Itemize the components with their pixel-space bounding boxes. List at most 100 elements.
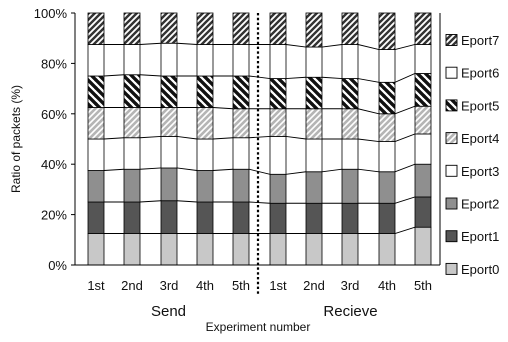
y-tick-label: 0% (48, 258, 67, 273)
bar-segment-eport2 (232, 168, 250, 203)
bar-segment-eport2 (305, 171, 323, 204)
bar-segment-eport6 (378, 49, 396, 83)
y-axis-label: Ratio of packets (%) (9, 85, 23, 193)
bar-segment-eport3 (305, 138, 323, 173)
bar-stack (269, 12, 287, 266)
bar-segment-eport1 (341, 202, 359, 234)
bar-segment-eport4 (269, 108, 287, 137)
bar-stack (160, 12, 178, 266)
x-tick-label: 1st (269, 278, 287, 293)
bar-stack (196, 12, 214, 266)
bar-segment-eport3 (87, 138, 105, 171)
bar-stack (414, 12, 432, 266)
x-tick-label: 1st (87, 278, 105, 293)
bar-segment-eport1 (305, 202, 323, 234)
bar-stack (87, 12, 105, 266)
bar-segment-eport6 (123, 44, 141, 76)
bar-segment-eport6 (414, 44, 432, 74)
bar-segment-eport2 (123, 168, 141, 203)
legend-label-eport6: Eport6 (461, 66, 499, 81)
x-tick-label: 2nd (121, 278, 143, 293)
bar-segment-eport0 (87, 233, 105, 266)
bar-segment-eport1 (87, 201, 105, 234)
bar-segment-eport0 (414, 226, 432, 266)
legend-swatch-eport4 (445, 132, 458, 145)
bar-segment-eport5 (378, 81, 396, 115)
bar-stack (232, 12, 250, 266)
bar-segment-eport5 (414, 73, 432, 107)
legend-label-eport7: Eport7 (461, 33, 499, 48)
bar-segment-eport1 (160, 200, 178, 234)
bar-segment-eport1 (378, 202, 396, 234)
boundary-line-eport0 (88, 226, 431, 234)
bar-segment-eport5 (196, 75, 214, 108)
x-tick-label: 2nd (303, 278, 325, 293)
bar-segment-eport7 (378, 12, 396, 50)
bar-segment-eport3 (232, 137, 250, 170)
group-label-send: Send (151, 303, 186, 320)
bar-segment-eport7 (160, 12, 178, 44)
group-labels: Send Recieve (151, 303, 378, 320)
bar-segment-eport0 (196, 233, 214, 266)
bar-segment-eport3 (414, 133, 432, 165)
bar-segment-eport3 (196, 138, 214, 171)
legend-label-eport0: Eport0 (461, 262, 499, 277)
bar-stack (341, 12, 359, 266)
bar-segment-eport3 (269, 136, 287, 175)
bar-segment-eport6 (341, 44, 359, 79)
bar-segment-eport1 (232, 201, 250, 234)
legend: Eport7 Eport6 Eport5 Eport4 Eport3 Eport2 Epor… (445, 33, 499, 277)
bar-segment-eport2 (341, 168, 359, 204)
y-tick-label: 40% (41, 157, 67, 172)
boundary-line-eport2 (88, 163, 431, 175)
x-tick-label: 4th (196, 278, 214, 293)
bar-segment-eport6 (305, 46, 323, 78)
y-tick-label: 20% (41, 208, 67, 223)
bar-segment-eport3 (378, 141, 396, 173)
bar-segment-eport2 (160, 167, 178, 202)
boundary-line-eport3 (88, 133, 431, 142)
x-tick-label: 3rd (160, 278, 179, 293)
bar-segment-eport2 (87, 170, 105, 203)
bar-segment-eport6 (160, 42, 178, 77)
x-tick-label: 5th (414, 278, 432, 293)
x-tick-label: 4th (378, 278, 396, 293)
bar-segment-eport2 (269, 173, 287, 204)
x-tick-label: 5th (232, 278, 250, 293)
bar-segment-eport2 (414, 163, 432, 198)
legend-label-eport3: Eport3 (461, 164, 499, 179)
group-label-recieve: Recieve (323, 303, 377, 320)
legend-swatch-eport2 (445, 197, 458, 210)
bar-segment-eport7 (414, 12, 432, 45)
y-tick-label: 80% (41, 56, 67, 71)
bar-segment-eport1 (414, 196, 432, 228)
bar-segment-eport1 (269, 202, 287, 234)
boundary-line-eport1 (88, 196, 431, 204)
bar-segment-eport4 (305, 108, 323, 140)
bar-segment-eport0 (341, 233, 359, 266)
bar-segment-eport7 (305, 12, 323, 48)
bar-segment-eport6 (269, 44, 287, 79)
bar-segment-eport0 (232, 233, 250, 266)
bar-segment-eport0 (305, 233, 323, 266)
bar-segment-eport5 (87, 75, 105, 108)
legend-swatch-eport7 (445, 34, 458, 46)
bar-stack (378, 12, 396, 266)
legend-swatch-eport6 (445, 66, 458, 79)
x-tick-label: 3rd (341, 278, 360, 293)
legend-swatch-eport5 (445, 99, 458, 112)
bar-segment-eport4 (87, 107, 105, 140)
bar-segment-eport7 (123, 12, 141, 45)
bar-stack (305, 12, 323, 266)
bar-segment-eport5 (232, 75, 250, 110)
bar-segment-eport6 (232, 44, 250, 77)
bar-segment-eport4 (232, 108, 250, 139)
x-axis-label: Experiment number (206, 320, 311, 334)
bar-stack (123, 12, 141, 266)
bar-segment-eport7 (232, 12, 250, 45)
boundary-line-eport6 (88, 42, 431, 50)
bar-segment-eport0 (269, 233, 287, 266)
legend-swatch-eport0 (445, 262, 458, 275)
bar-segment-eport5 (160, 75, 178, 108)
